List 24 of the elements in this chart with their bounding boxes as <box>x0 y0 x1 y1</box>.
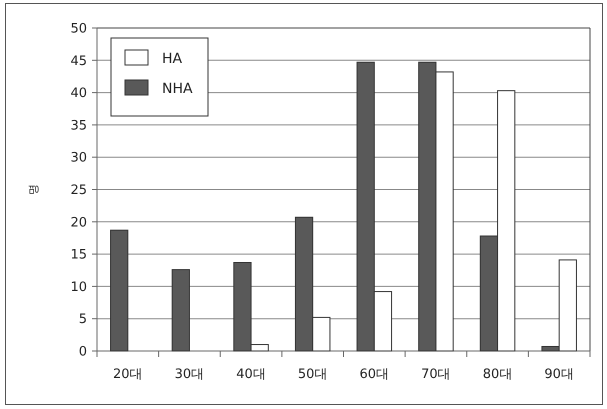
x-tick-label: 90대 <box>544 367 574 382</box>
y-tick-label: 20 <box>70 215 87 230</box>
x-tick-label: 50대 <box>298 367 328 382</box>
y-tick-label: 0 <box>78 344 87 360</box>
y-tick-label: 50 <box>70 22 87 36</box>
y-tick-label: 35 <box>70 118 87 134</box>
bar <box>110 230 128 352</box>
x-tick-label: 70대 <box>421 367 451 382</box>
x-tick-label: 80대 <box>482 367 512 382</box>
y-tick-label: 45 <box>70 54 87 69</box>
legend-label: HA <box>162 51 183 67</box>
legend-label: NHA <box>162 81 193 97</box>
y-tick-label: 10 <box>70 280 87 295</box>
bar <box>172 269 190 352</box>
x-tick-label: 20대 <box>113 367 143 382</box>
y-axis-title: 명 <box>27 184 40 195</box>
x-tick-label: 40대 <box>236 367 266 382</box>
x-tick-label: 30대 <box>174 367 204 382</box>
y-tick-label: 25 <box>70 183 87 198</box>
x-tick-label: 60대 <box>360 367 390 382</box>
y-tick-label: 15 <box>70 248 87 263</box>
y-tick-label: 30 <box>70 150 87 166</box>
y-tick-label: 40 <box>70 86 87 102</box>
y-tick-label: 5 <box>78 312 87 328</box>
